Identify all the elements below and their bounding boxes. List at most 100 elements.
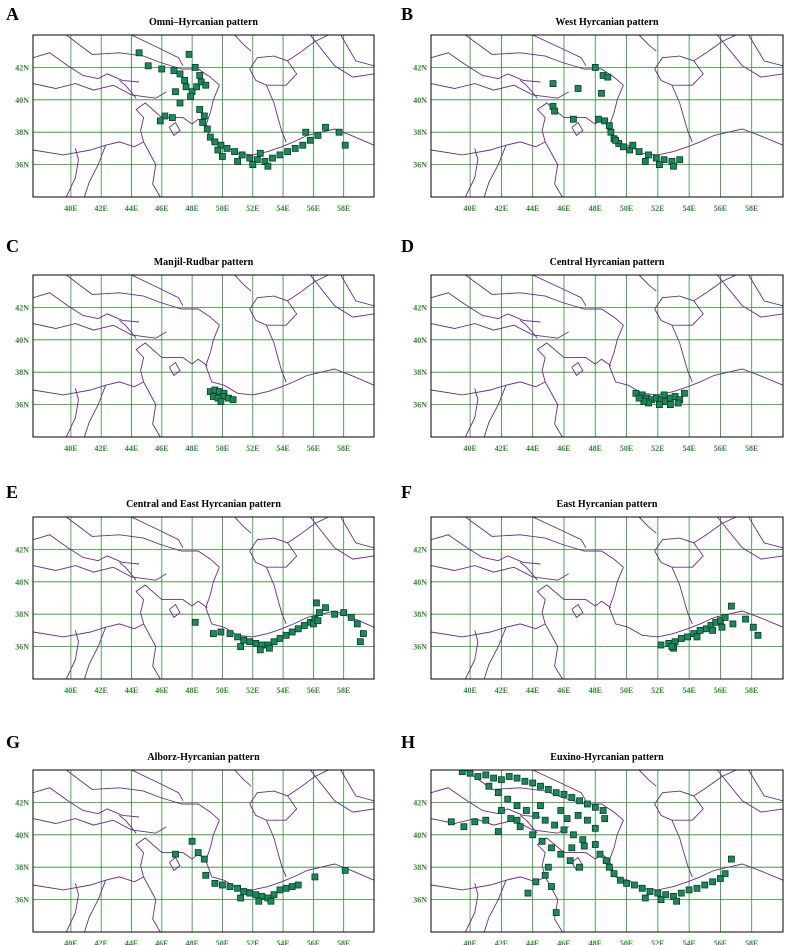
map-panel-a: A Omni–Hyrcanian pattern 40E 42E 44E 46E 48E 50… bbox=[6, 4, 375, 213]
occurrence-point bbox=[541, 871, 549, 879]
occurrence-point bbox=[601, 815, 609, 822]
occurrence-point bbox=[749, 623, 757, 631]
x-tick-label: 44E bbox=[125, 939, 138, 945]
country-border bbox=[431, 876, 546, 891]
occurrence-point bbox=[635, 148, 643, 156]
x-tick-label: 50E bbox=[620, 939, 633, 945]
x-tick-label: 52E bbox=[246, 444, 259, 453]
occurrence-point bbox=[494, 789, 502, 797]
country-border bbox=[33, 818, 167, 834]
country-border bbox=[483, 145, 507, 197]
occurrence-point bbox=[557, 807, 565, 814]
occurrence-point bbox=[529, 831, 537, 839]
country-border bbox=[33, 381, 144, 396]
occurrence-point bbox=[721, 614, 729, 621]
country-border bbox=[205, 567, 220, 608]
country-border bbox=[654, 55, 704, 86]
country-border bbox=[135, 342, 208, 383]
occurrence-point bbox=[322, 604, 329, 612]
occurrence-point bbox=[294, 625, 302, 633]
x-tick-label: 50E bbox=[620, 204, 633, 213]
x-tick-label: 44E bbox=[526, 939, 539, 945]
occurrence-point bbox=[505, 773, 513, 780]
y-tick-label: 42N bbox=[15, 63, 29, 72]
y-tick-label: 40N bbox=[413, 96, 427, 105]
country-border bbox=[340, 275, 374, 307]
map-area bbox=[431, 275, 783, 437]
x-tick-label: 42E bbox=[95, 686, 108, 695]
occurrence-point bbox=[552, 909, 560, 916]
panel-letter: E bbox=[6, 482, 18, 502]
occurrence-point bbox=[359, 630, 367, 637]
y-tick-label: 36N bbox=[413, 161, 427, 170]
country-border bbox=[287, 517, 329, 544]
x-tick-label: 48E bbox=[185, 444, 198, 453]
x-tick-label: 58E bbox=[745, 444, 758, 453]
occurrence-point bbox=[209, 630, 217, 637]
country-border bbox=[66, 770, 220, 821]
occurrence-point bbox=[674, 399, 682, 407]
x-tick-label: 46E bbox=[155, 939, 168, 945]
occurrence-point bbox=[265, 644, 273, 652]
country-border bbox=[205, 325, 220, 366]
country-border bbox=[131, 517, 184, 549]
map-area bbox=[33, 275, 374, 437]
x-tick-label: 40E bbox=[64, 444, 77, 453]
occurrence-point bbox=[652, 154, 660, 162]
occurrence-point bbox=[482, 771, 490, 779]
country-border bbox=[249, 790, 298, 821]
occurrence-point bbox=[194, 849, 202, 856]
occurrence-point bbox=[471, 818, 479, 826]
occurrence-point bbox=[188, 837, 196, 845]
x-tick-label: 58E bbox=[745, 939, 758, 945]
occurrence-point bbox=[234, 633, 242, 641]
occurrence-point bbox=[306, 136, 314, 144]
x-tick-label: 54E bbox=[682, 444, 695, 453]
x-tick-label: 56E bbox=[307, 444, 320, 453]
occurrence-point bbox=[172, 88, 179, 96]
occurrence-point bbox=[693, 884, 701, 892]
x-tick-label: 56E bbox=[714, 686, 727, 695]
occurrence-point bbox=[284, 148, 292, 156]
occurrence-point bbox=[591, 64, 599, 71]
occurrence-point bbox=[605, 122, 613, 130]
country-border bbox=[65, 883, 79, 932]
country-border bbox=[340, 517, 374, 549]
x-tick-label: 54E bbox=[276, 444, 289, 453]
country-border bbox=[638, 770, 657, 787]
occurrence-point bbox=[497, 776, 505, 784]
x-tick-label: 44E bbox=[125, 686, 138, 695]
panel-letter: D bbox=[401, 236, 414, 256]
country-border bbox=[532, 770, 587, 802]
country-border bbox=[265, 85, 287, 143]
y-tick-label: 38N bbox=[413, 610, 427, 619]
occurrence-point bbox=[311, 873, 319, 881]
occurrence-point bbox=[681, 389, 688, 397]
map-frame bbox=[430, 274, 784, 438]
occurrence-point bbox=[607, 128, 615, 136]
country-border bbox=[431, 323, 569, 339]
panel-title: Central and East Hyrcanian pattern bbox=[126, 499, 281, 510]
country-border bbox=[169, 856, 181, 872]
x-tick-label: 46E bbox=[155, 204, 168, 213]
y-tick-label: 42N bbox=[413, 545, 427, 554]
x-tick-label: 52E bbox=[651, 686, 664, 695]
occurrence-point bbox=[660, 156, 668, 164]
country-border bbox=[135, 837, 208, 878]
occurrence-point bbox=[187, 93, 195, 100]
occurrence-point bbox=[240, 636, 248, 644]
map-panel-g: G Alborz-Hyrcanian pattern 40E 42E 44E 46E 48E… bbox=[6, 732, 375, 945]
occurrence-point bbox=[728, 855, 735, 863]
occurrence-point bbox=[211, 138, 219, 146]
country-border bbox=[65, 148, 79, 197]
occurrence-point bbox=[288, 628, 296, 636]
x-tick-label: 44E bbox=[526, 204, 539, 213]
country-border bbox=[431, 623, 546, 638]
x-tick-label: 40E bbox=[463, 939, 476, 945]
occurrence-point bbox=[158, 65, 166, 73]
y-tick-label: 36N bbox=[15, 643, 29, 652]
occurrence-point bbox=[684, 633, 691, 641]
occurrence-point bbox=[218, 153, 226, 160]
occurrence-point bbox=[516, 823, 524, 831]
